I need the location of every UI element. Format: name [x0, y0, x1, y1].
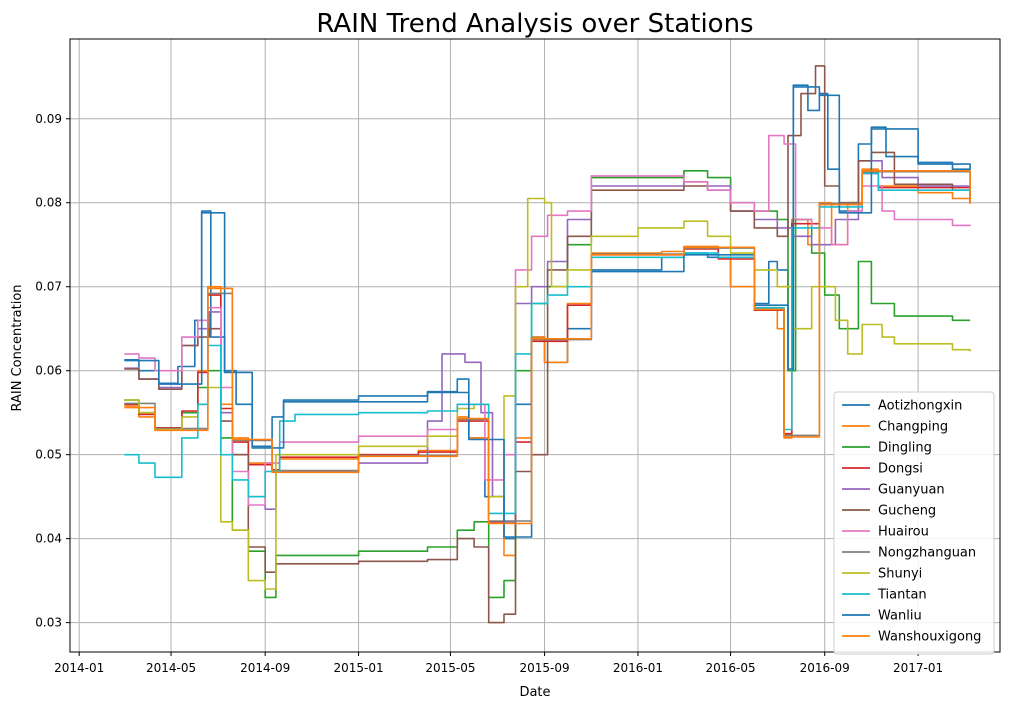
- y-axis-ticks: 0.03 0.04 0.05 0.06 0.07 0.08 0.09: [35, 112, 70, 630]
- x-tick-label: 2016-05: [705, 661, 755, 675]
- legend-entry: Wanliu: [878, 609, 922, 624]
- series-line-wanshouxigong: [124, 170, 971, 525]
- legend: Aotizhongxin Changping Dingling Dongsi Guany…: [833, 391, 995, 655]
- legend-entry: Nongzhanguan: [878, 546, 976, 561]
- x-tick-label: 2014-05: [146, 661, 196, 675]
- legend-entry: Gucheng: [878, 504, 936, 519]
- legend-entry: Dongsi: [878, 462, 923, 477]
- series-line-changping: [124, 168, 971, 557]
- x-tick-label: 2016-01: [613, 661, 663, 675]
- series-lines: [124, 65, 971, 624]
- legend-entry: Huairou: [878, 525, 929, 540]
- y-tick-label: 0.03: [35, 616, 62, 630]
- x-tick-label: 2017-01: [893, 661, 943, 675]
- legend-entry: Wanshouxigong: [878, 630, 981, 645]
- y-tick-label: 0.04: [35, 532, 62, 546]
- y-tick-label: 0.07: [35, 280, 62, 294]
- legend-entry: Tiantan: [877, 588, 927, 603]
- x-tick-label: 2014-09: [240, 661, 290, 675]
- legend-entry: Guanyuan: [878, 483, 945, 498]
- y-tick-label: 0.08: [35, 196, 62, 210]
- y-tick-label: 0.05: [35, 448, 62, 462]
- x-axis-label: Date: [519, 685, 550, 700]
- x-tick-label: 2015-09: [519, 661, 569, 675]
- y-axis-label: RAIN Concentration: [10, 284, 25, 411]
- chart-title: RAIN Trend Analysis over Stations: [316, 9, 753, 39]
- x-tick-label: 2015-01: [333, 661, 383, 675]
- x-tick-label: 2014-01: [54, 661, 104, 675]
- x-axis-ticks: 2014-01 2014-05 2014-09 2015-01 2015-05 2015-…: [54, 652, 943, 675]
- y-tick-label: 0.06: [35, 364, 62, 378]
- legend-entry: Dingling: [878, 441, 932, 456]
- x-tick-label: 2015-05: [425, 661, 475, 675]
- plot-frame: [69, 38, 1001, 653]
- legend-box: [833, 391, 995, 655]
- y-tick-label: 0.09: [35, 112, 62, 126]
- series-line-shunyi: [124, 197, 971, 590]
- legend-entry: Shunyi: [878, 567, 922, 582]
- legend-entry: Aotizhongxin: [878, 399, 962, 414]
- legend-entry: Changping: [878, 420, 948, 435]
- x-tick-label: 2016-09: [800, 661, 850, 675]
